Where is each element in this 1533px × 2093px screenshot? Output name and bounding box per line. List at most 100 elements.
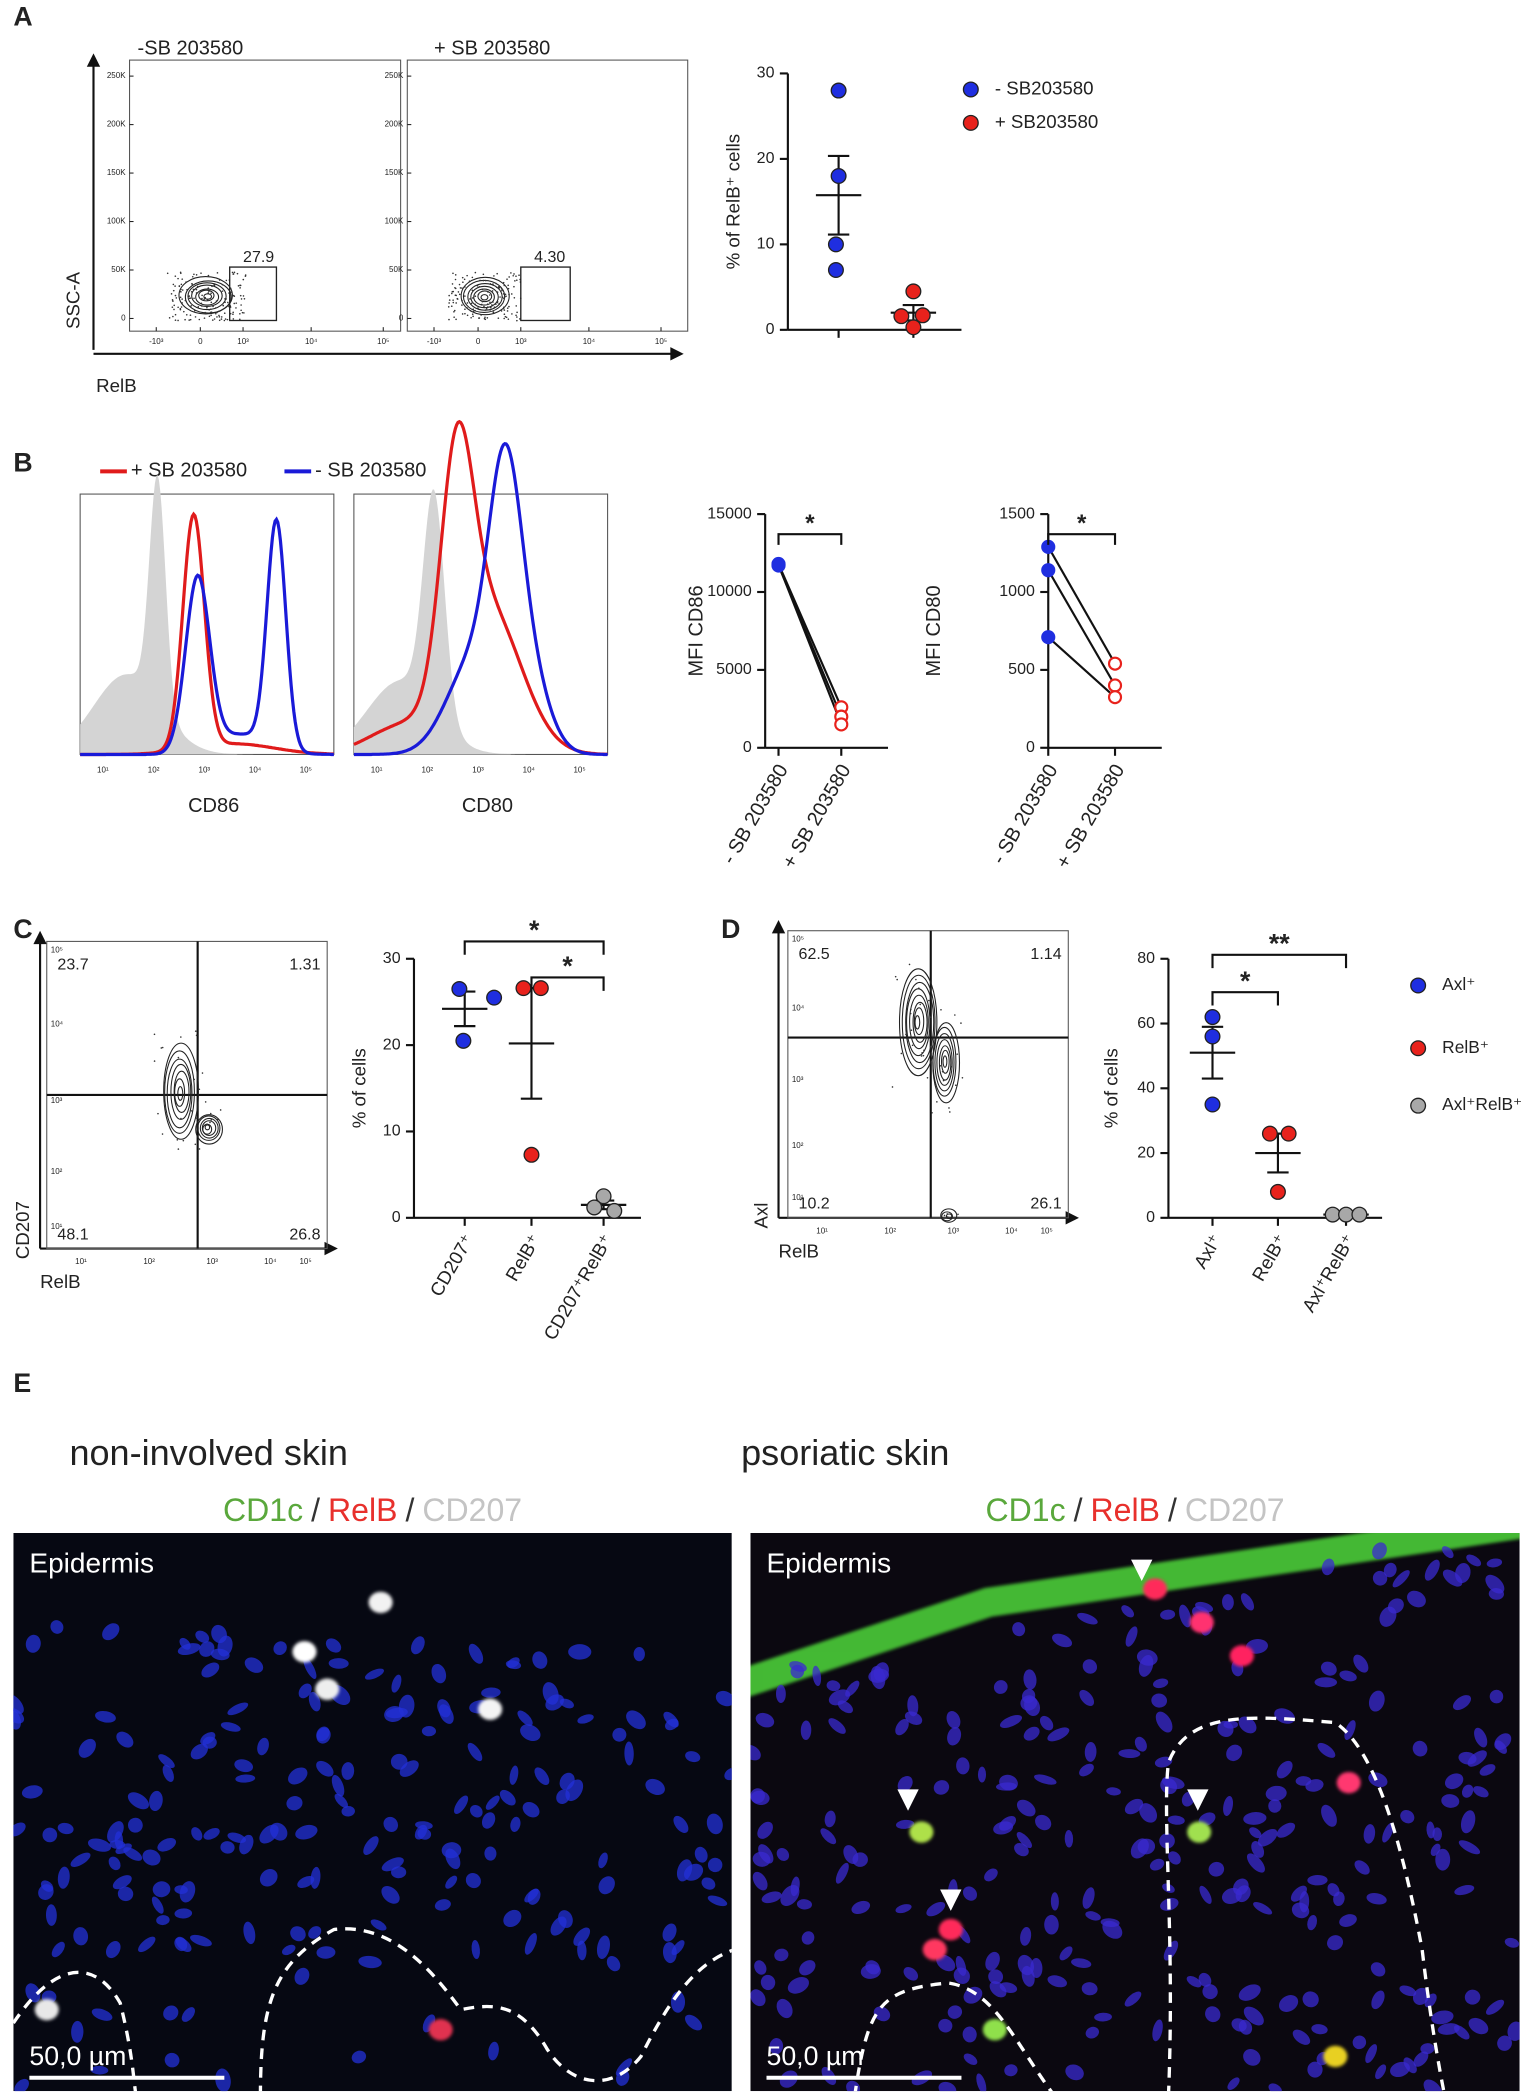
nucleus (776, 1847, 790, 1861)
nucleus (50, 1620, 64, 1634)
event-dot (173, 304, 175, 307)
event-dot (516, 279, 518, 282)
event-dot (499, 296, 501, 298)
event-dot (180, 272, 182, 275)
event-dot (508, 305, 510, 308)
stain-part: RelB (328, 1492, 397, 1528)
event-dot (484, 316, 486, 319)
nucleus (78, 1738, 96, 1758)
axis-label: CD207 (12, 1201, 33, 1259)
arrowhead-marker (897, 1789, 919, 1811)
event-dot (918, 987, 920, 989)
nucleus (1344, 1720, 1356, 1740)
legend-marker (1410, 977, 1427, 994)
event-dot (218, 316, 221, 318)
event-dot (514, 280, 516, 282)
nucleus (471, 1939, 480, 1960)
contour (906, 988, 931, 1057)
nucleus (1321, 1804, 1337, 1827)
nucleus (112, 1875, 132, 1890)
event-dot (221, 283, 224, 286)
event-dot (493, 275, 495, 277)
axis-label: RelB (40, 1271, 81, 1292)
nucleus (308, 1691, 321, 1712)
pair-line (1047, 636, 1116, 698)
nucleus (812, 1665, 822, 1687)
event-dot (518, 274, 520, 277)
event-dot (239, 318, 241, 321)
nucleus (14, 2078, 29, 2092)
event-dot (948, 1107, 950, 1109)
nucleus (977, 1766, 987, 1783)
x-tick-label: 10¹ (97, 766, 109, 775)
event-dot (191, 275, 194, 278)
nucleus (524, 1933, 537, 1955)
event-dot (180, 291, 182, 293)
event-dot (231, 271, 234, 274)
event-dot (949, 1111, 951, 1113)
nucleus (220, 1722, 241, 1732)
nucleus (895, 1719, 909, 1736)
significance-label: * (562, 951, 573, 981)
nucleus (162, 1764, 174, 1782)
significance-bracket (777, 533, 843, 545)
nucleus (1353, 1654, 1369, 1673)
event-dot (200, 302, 203, 305)
event-dot (474, 271, 477, 274)
arrow-head (324, 1241, 338, 1256)
event-dot (198, 318, 201, 321)
y-tick-label: 250K (385, 71, 404, 80)
event-dot (179, 296, 182, 299)
event-dot (218, 310, 220, 313)
dermal-boundary (853, 1981, 1054, 2092)
nucleus (298, 1683, 312, 1699)
axis-label: CD80 (462, 795, 513, 817)
nucleus (1366, 1893, 1387, 1905)
nucleus (1464, 1989, 1481, 2005)
nucleus (381, 1857, 404, 1872)
y-tick-label: 20 (1137, 1143, 1155, 1161)
nucleus (503, 1909, 522, 1928)
event-dot (942, 1217, 944, 1220)
event-dot (195, 288, 198, 291)
y-tick-label: 200K (385, 120, 404, 129)
nucleus (102, 1623, 120, 1641)
nucleus (1017, 1954, 1035, 1976)
event-dot (243, 298, 246, 300)
nucleus (1307, 1874, 1328, 1886)
event-dot (471, 276, 474, 279)
event-dot (481, 300, 484, 303)
x-tick-label: 10⁴ (249, 766, 262, 775)
nucleus (963, 2053, 978, 2065)
stained-cell (1189, 1611, 1214, 1634)
legend-marker (1410, 1040, 1427, 1057)
nucleus (1485, 1999, 1505, 2015)
event-dot (157, 1112, 159, 1115)
nucleus (947, 1727, 962, 1746)
event-dot (950, 1065, 952, 1068)
event-dot (920, 1055, 923, 1057)
nucleus (598, 1876, 615, 1895)
stain-part: / (311, 1492, 320, 1528)
nucleus (1257, 1828, 1278, 1847)
x-tick-label: Axl⁺RelB⁺ (1298, 1230, 1359, 1315)
nucleus (1339, 1670, 1357, 1682)
y-tick-label: 0 (399, 314, 404, 323)
nucleus (505, 1660, 522, 1670)
image-title: psoriatic skin (741, 1432, 949, 1473)
nucleus (1223, 1795, 1234, 1816)
arrow-head (670, 347, 684, 361)
nucleus (1050, 1892, 1059, 1911)
nucleus (290, 1926, 306, 1942)
x-tick-label: 10⁵ (300, 766, 312, 775)
nucleus (1163, 1940, 1179, 1961)
event-dot (507, 287, 510, 290)
nucleus (615, 2058, 633, 2076)
event-dot (235, 307, 237, 309)
nucleus (1039, 1715, 1054, 1731)
dot (1324, 1206, 1341, 1223)
nucleus (953, 1967, 970, 1984)
event-dot (936, 1101, 938, 1103)
event-dot (909, 1008, 912, 1011)
nucleus (151, 1896, 164, 1914)
